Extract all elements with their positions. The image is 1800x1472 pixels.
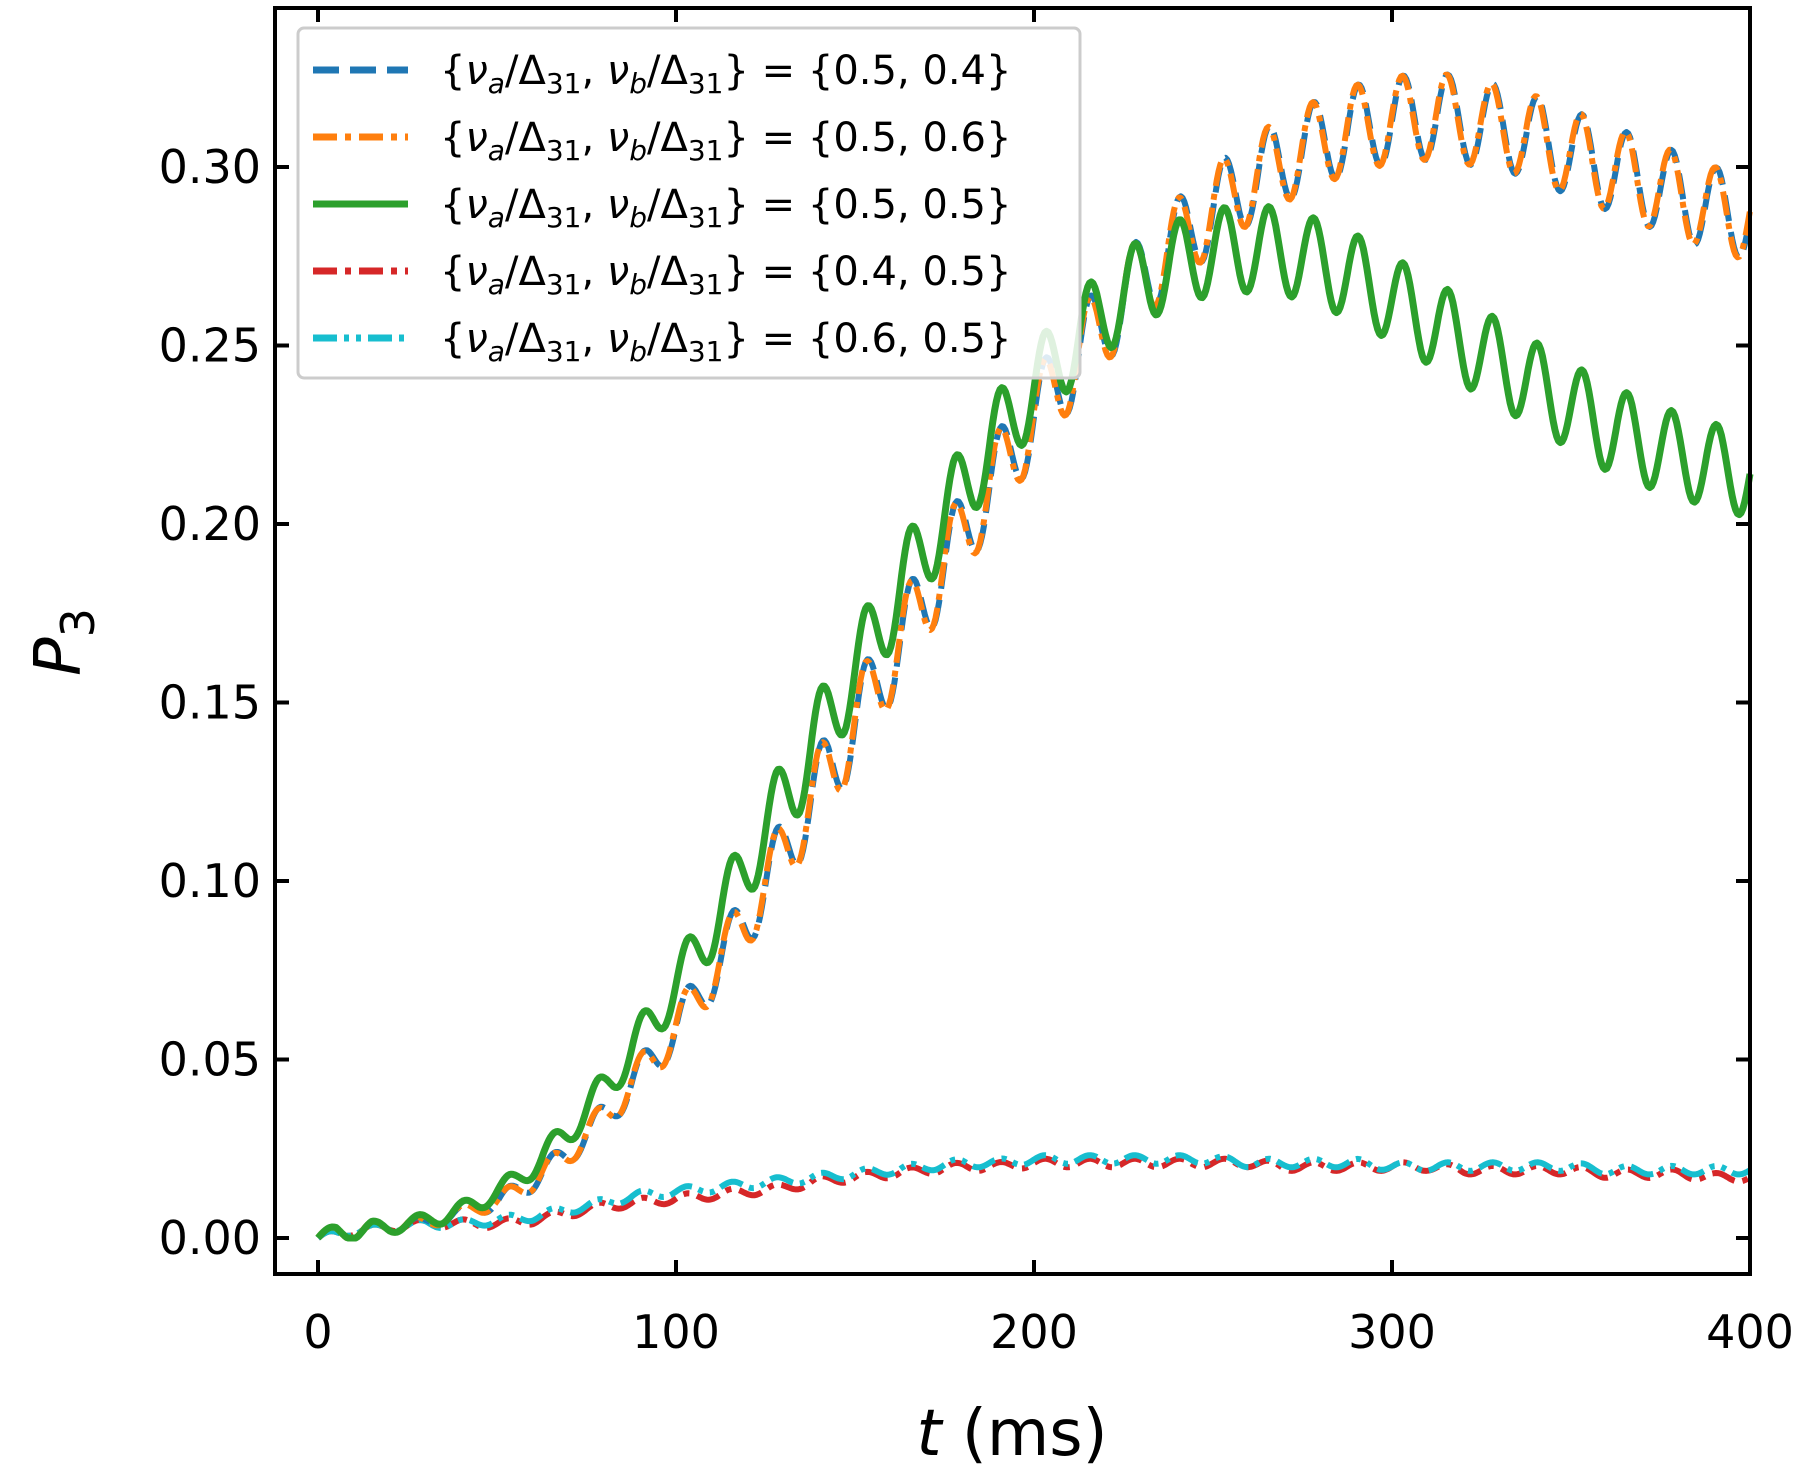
x-tick-label: 400 <box>1706 1305 1794 1359</box>
y-tick-label: 0.05 <box>159 1033 261 1087</box>
legend-label-1: {νa/Δ31, νb/Δ31} = {0.5, 0.4} <box>440 48 1011 100</box>
x-tick-label: 200 <box>990 1305 1078 1359</box>
series-line-5 <box>316 1152 1752 1241</box>
ticks-layer: 0 100 200 300 400 0.00 0.05 0.10 0.15 0.20 0.25 0.3… <box>159 8 1794 1359</box>
x-tick-label: 300 <box>1348 1305 1436 1359</box>
y-axis-title: P3 <box>22 608 105 676</box>
series-line-3 <box>315 203 1754 1242</box>
y-tick-label: 0.25 <box>159 319 261 373</box>
x-tick-label: 0 <box>303 1305 332 1359</box>
legend-label-2: {νa/Δ31, νb/Δ31} = {0.5, 0.6} <box>440 115 1011 167</box>
y-tick-label: 0.15 <box>159 676 261 730</box>
legend-box <box>296 26 1082 380</box>
legend: {νa/Δ31, νb/Δ31} = {0.5, 0.4} {νa/Δ31, νb… <box>296 26 1082 380</box>
x-tick-label: 100 <box>632 1305 720 1359</box>
y-tick-label: 0.20 <box>159 497 261 551</box>
series-line-4 <box>316 1155 1752 1241</box>
series-layer <box>315 71 1754 1242</box>
y-tick-label: 0.30 <box>159 140 261 194</box>
y-tick-label: 0.10 <box>159 854 261 908</box>
plot-frame <box>273 6 1752 1276</box>
x-axis-title: t (ms) <box>916 1397 1107 1471</box>
series-line-2 <box>315 71 1753 1241</box>
legend-label-5: {νa/Δ31, νb/Δ31} = {0.6, 0.5} <box>440 316 1011 368</box>
legend-label-3: {νa/Δ31, νb/Δ31} = {0.5, 0.5} <box>440 182 1011 234</box>
legend-label-4: {νa/Δ31, νb/Δ31} = {0.4, 0.5} <box>440 249 1011 301</box>
y-tick-label: 0.00 <box>159 1211 261 1265</box>
